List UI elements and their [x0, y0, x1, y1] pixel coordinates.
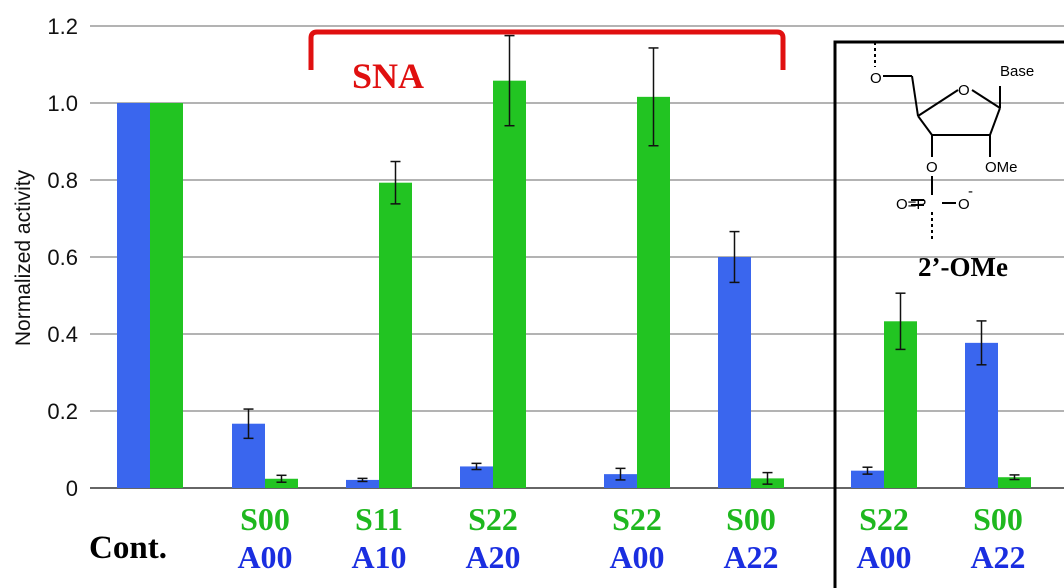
error-bar-blue-s11a10: [357, 477, 368, 483]
bar-blue-cont: [117, 103, 150, 488]
error-bar-blue-s00a22: [729, 230, 740, 284]
y-tick-label: 0.4: [47, 322, 78, 347]
structure-o3-label: O: [926, 159, 938, 176]
bar-blue-s22a20: [460, 466, 493, 488]
structure-phosphate-right-label: O: [958, 196, 970, 213]
y-tick-label: 0.6: [47, 245, 78, 270]
a-label-s11a10: A10: [351, 539, 406, 575]
bar-blue-s11a10: [346, 479, 379, 488]
structure-ring-o-label: O: [958, 82, 970, 99]
s-label-s22a20: S22: [468, 501, 518, 537]
y-tick-label: 0.2: [47, 399, 78, 424]
error-bar-green-s22a00: [648, 47, 659, 147]
a-label-s00a22: A22: [723, 539, 778, 575]
bar-green-s22a20: [493, 80, 526, 489]
control-label: Cont.: [89, 530, 167, 566]
bar-green-s11a10: [379, 182, 412, 488]
structure-ome-label: OMe: [985, 159, 1018, 176]
bar-green-s22a00: [637, 96, 670, 488]
sna-label: SNA: [352, 56, 424, 96]
gridlines: [90, 25, 1064, 489]
sna-bracket: [308, 29, 786, 70]
bar-blue-s00a22: [718, 257, 751, 488]
structure-minus-label: -: [968, 183, 973, 200]
bar-green-ome-s00a22: [998, 477, 1031, 488]
y-tick-label: 1.0: [47, 91, 78, 116]
structure-phosphate-left-label: O=P: [896, 196, 926, 213]
error-bar-green-ome-s22a00: [895, 292, 906, 351]
bar-green-s00a00: [265, 478, 298, 488]
error-bar-blue-ome-s00a22: [976, 320, 987, 366]
a-label-ome-s00a22: A22: [970, 539, 1025, 575]
a-label-s22a20: A20: [465, 539, 520, 575]
bar-green-cont: [150, 103, 183, 488]
s-label-s11a10: S11: [355, 501, 403, 537]
y-tick-label: 1.2: [47, 14, 78, 39]
structure-o5-label: O: [870, 70, 882, 87]
nucleotide-structure-icon: [874, 42, 1001, 240]
category-labels: S00A00S11A10S22A20S22A00S00A22S22A00S00A…: [237, 501, 1025, 575]
s-label-ome-s22a00: S22: [859, 501, 909, 537]
y-tick-labels: 0 0.2 0.4 0.6 0.8 1.0 1.2: [47, 14, 78, 501]
error-bar-green-s11a10: [390, 160, 401, 205]
y-tick-label: 0.8: [47, 168, 78, 193]
y-tick-label: 0: [66, 476, 78, 501]
s-label-s00a00: S00: [240, 501, 290, 537]
error-bar-blue-s22a20: [471, 462, 482, 471]
ome-inset-label: 2’-OMe: [918, 252, 1008, 282]
error-bar-blue-s22a00: [615, 467, 626, 481]
bar-blue-s22a00: [604, 474, 637, 488]
error-bar-green-s00a22: [762, 471, 773, 485]
error-bars: [243, 34, 1020, 485]
s-label-s22a00: S22: [612, 501, 662, 537]
error-bar-blue-ome-s22a00: [862, 466, 873, 475]
y-axis-label: Normalized activity: [12, 169, 35, 346]
error-bar-green-s22a20: [504, 34, 515, 127]
s-label-s00a22: S00: [726, 501, 776, 537]
structure-base-label: Base: [1000, 63, 1034, 80]
error-bar-green-s00a00: [276, 474, 287, 483]
bar-blue-ome-s22a00: [851, 470, 884, 488]
a-label-s22a00: A00: [609, 539, 664, 575]
error-bar-green-ome-s00a22: [1009, 474, 1020, 481]
a-label-ome-s22a00: A00: [856, 539, 911, 575]
a-label-s00a00: A00: [237, 539, 292, 575]
error-bar-blue-s00a00: [243, 408, 254, 440]
s-label-ome-s00a22: S00: [973, 501, 1023, 537]
bars: [117, 80, 1031, 489]
bar-blue-ome-s00a22: [965, 342, 998, 488]
ome-inset-box: [833, 40, 1064, 588]
